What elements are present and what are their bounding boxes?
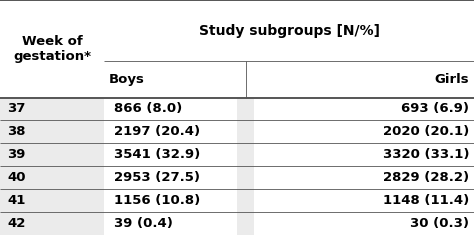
Bar bbox=[237, 166, 254, 189]
Bar bbox=[104, 212, 246, 235]
Text: 866 (8.0): 866 (8.0) bbox=[114, 102, 182, 115]
Text: 39 (0.4): 39 (0.4) bbox=[114, 217, 173, 230]
Text: 2953 (27.5): 2953 (27.5) bbox=[114, 171, 200, 184]
Bar bbox=[0, 120, 104, 143]
Text: 2020 (20.1): 2020 (20.1) bbox=[383, 125, 469, 138]
Text: Week of
gestation*: Week of gestation* bbox=[13, 35, 91, 63]
Text: 38: 38 bbox=[7, 125, 26, 138]
Text: 40: 40 bbox=[7, 171, 26, 184]
Text: 3320 (33.1): 3320 (33.1) bbox=[383, 148, 469, 161]
Bar bbox=[237, 189, 254, 212]
Text: 2197 (20.4): 2197 (20.4) bbox=[114, 125, 200, 138]
Bar bbox=[0, 143, 104, 166]
Text: 41: 41 bbox=[7, 194, 26, 207]
Text: Boys: Boys bbox=[109, 73, 145, 86]
Bar bbox=[104, 120, 246, 143]
Text: 39: 39 bbox=[7, 148, 26, 161]
Bar bbox=[0, 212, 104, 235]
Bar bbox=[246, 166, 474, 189]
Bar bbox=[0, 189, 104, 212]
Bar bbox=[0, 166, 104, 189]
Bar bbox=[0, 98, 104, 120]
Bar bbox=[246, 98, 474, 120]
Text: 37: 37 bbox=[7, 102, 26, 115]
Text: 1156 (10.8): 1156 (10.8) bbox=[114, 194, 200, 207]
Text: 42: 42 bbox=[7, 217, 26, 230]
Bar bbox=[104, 189, 246, 212]
Bar bbox=[104, 98, 246, 120]
Bar bbox=[237, 120, 254, 143]
Text: 30 (0.3): 30 (0.3) bbox=[410, 217, 469, 230]
Bar bbox=[246, 120, 474, 143]
Text: 3541 (32.9): 3541 (32.9) bbox=[114, 148, 200, 161]
Bar bbox=[246, 212, 474, 235]
Bar bbox=[237, 98, 254, 120]
Bar bbox=[104, 166, 246, 189]
Bar bbox=[246, 143, 474, 166]
Text: Study subgroups [N/%]: Study subgroups [N/%] bbox=[199, 24, 380, 38]
Text: 693 (6.9): 693 (6.9) bbox=[401, 102, 469, 115]
Text: Girls: Girls bbox=[435, 73, 469, 86]
Bar bbox=[237, 212, 254, 235]
Text: 2829 (28.2): 2829 (28.2) bbox=[383, 171, 469, 184]
Text: 1148 (11.4): 1148 (11.4) bbox=[383, 194, 469, 207]
Bar bbox=[246, 189, 474, 212]
Bar bbox=[0, 0, 474, 98]
Bar bbox=[104, 143, 246, 166]
Bar bbox=[237, 143, 254, 166]
